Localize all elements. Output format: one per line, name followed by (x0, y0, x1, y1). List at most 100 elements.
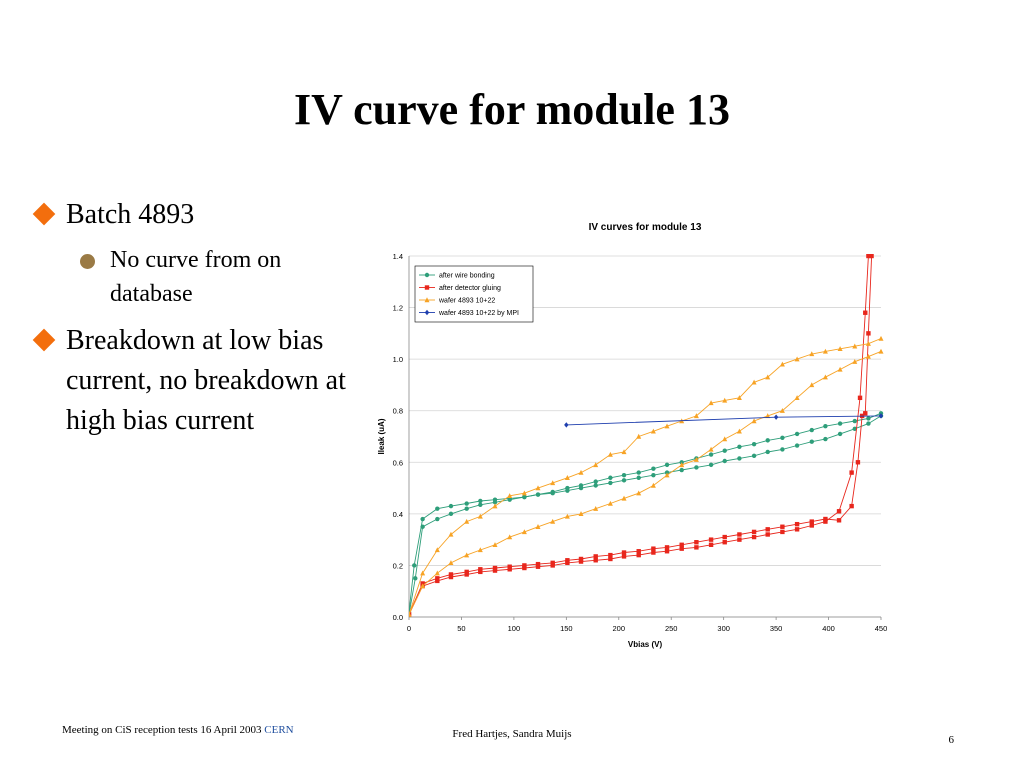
data-point (852, 418, 857, 424)
data-point (593, 483, 598, 488)
data-point (852, 426, 857, 431)
data-point (435, 576, 440, 581)
data-point (809, 351, 815, 357)
slide-title: IV curve for module 13 (294, 85, 730, 134)
data-point (809, 382, 815, 388)
data-point (608, 556, 613, 562)
data-point (765, 413, 771, 419)
data-point (621, 554, 627, 559)
y-tick-label: 0.0 (393, 613, 403, 622)
sub-bullet-text: No curve from on database (110, 247, 282, 307)
diamond-bullet-icon (32, 202, 56, 226)
data-point (636, 470, 641, 475)
data-point (866, 254, 871, 259)
data-point (722, 534, 727, 540)
x-tick-label: 50 (457, 624, 465, 633)
data-point (722, 448, 727, 453)
data-point (773, 414, 779, 420)
data-point (780, 524, 785, 529)
data-point (522, 494, 527, 500)
data-point (550, 560, 555, 566)
data-point (822, 348, 828, 354)
data-point (593, 558, 598, 563)
data-point (578, 511, 584, 517)
data-point (794, 431, 800, 437)
data-point (477, 547, 483, 553)
data-point (535, 564, 541, 569)
data-point (794, 527, 800, 532)
x-axis-label: Vbias (V) (628, 640, 663, 649)
circle-bullet-icon (80, 254, 95, 269)
data-point (722, 458, 727, 464)
data-point (852, 359, 858, 364)
data-point (565, 485, 570, 491)
data-point (852, 343, 858, 349)
data-point (765, 438, 770, 443)
data-point (607, 500, 613, 506)
data-point (823, 436, 828, 442)
data-point (679, 546, 684, 551)
data-point (679, 467, 684, 473)
data-point (664, 549, 670, 554)
data-point (823, 519, 828, 524)
data-point (664, 423, 670, 429)
data-point (448, 572, 454, 577)
data-point (737, 456, 742, 461)
data-point (780, 435, 785, 440)
data-point (694, 465, 699, 470)
data-point (492, 568, 498, 573)
data-point (593, 479, 598, 484)
data-point (535, 492, 541, 497)
data-point (849, 503, 854, 509)
data-point (636, 552, 641, 558)
data-point (708, 400, 714, 406)
data-point (736, 428, 742, 434)
data-point (424, 285, 430, 290)
data-point (507, 567, 512, 572)
data-point (751, 534, 757, 540)
footer-cern-link[interactable]: CERN (264, 724, 294, 736)
data-point (564, 422, 569, 428)
data-point (866, 416, 871, 421)
data-point (621, 495, 627, 501)
data-point (865, 340, 871, 346)
data-point (550, 563, 555, 568)
data-point (448, 560, 454, 566)
y-axis-label: Ileak (uA) (377, 418, 386, 454)
data-point (593, 462, 599, 468)
x-tick-label: 0 (407, 624, 411, 633)
data-point (779, 361, 785, 367)
footer-meeting-text: Meeting on CiS reception tests 16 April … (62, 724, 262, 736)
bullet-text: Breakdown at low bias current, no breakd… (66, 325, 346, 436)
data-point (464, 552, 470, 558)
data-point (650, 428, 656, 434)
data-point (608, 480, 613, 486)
data-point (765, 532, 770, 537)
data-point (765, 527, 770, 532)
data-point (434, 547, 440, 553)
data-point (751, 453, 757, 459)
legend-label: wafer 4893 10+22 by MPI (438, 310, 519, 317)
data-point (736, 395, 742, 401)
data-point (521, 490, 527, 496)
chart-title: IV curves for module 13 (589, 222, 702, 233)
data-point (794, 395, 800, 401)
data-point (507, 564, 512, 569)
y-tick-label: 1.2 (393, 304, 403, 313)
data-point (779, 408, 785, 413)
data-point (679, 462, 685, 468)
data-point (780, 447, 785, 452)
data-point (478, 502, 483, 508)
data-point (863, 310, 868, 315)
x-tick-label: 250 (665, 624, 678, 633)
data-point (823, 516, 828, 522)
data-point (507, 497, 512, 502)
data-point (693, 457, 699, 462)
data-point (664, 472, 670, 478)
data-point (794, 443, 800, 448)
data-point (636, 475, 641, 480)
data-point (809, 427, 814, 433)
data-point (708, 446, 714, 452)
data-point (621, 449, 627, 455)
data-point (636, 433, 642, 439)
